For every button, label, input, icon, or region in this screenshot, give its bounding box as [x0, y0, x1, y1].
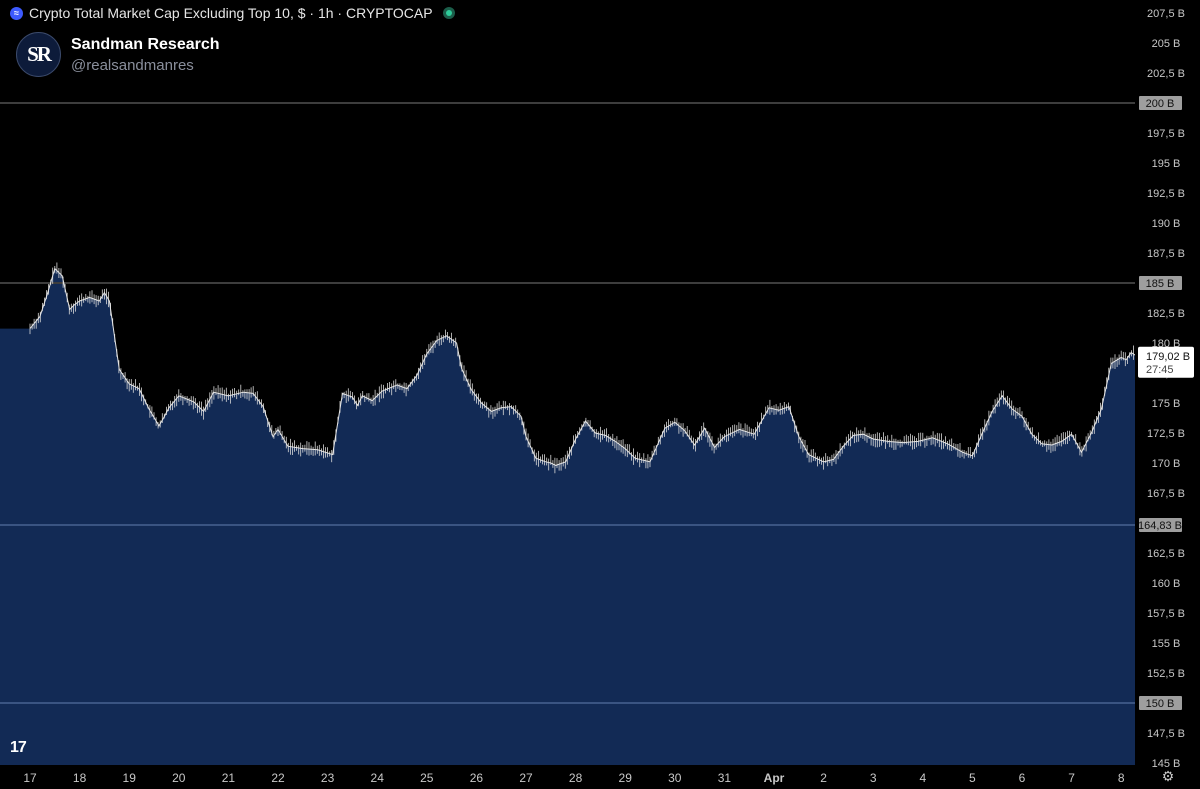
tradingview-logo[interactable]: 17: [10, 739, 27, 756]
x-axis: 17 18 19 20 21 22 23 24 25 26 27 28 29 30 31 Apr 2 3 4 5 6 7 8: [23, 771, 1125, 785]
current-price-countdown: 27:45: [1146, 364, 1174, 376]
y-tick-label: 187,5 B: [1147, 248, 1185, 260]
level-label: 185 B: [1146, 278, 1175, 290]
level-label: 164,83 B: [1138, 520, 1182, 532]
x-tick-label: 8: [1118, 771, 1125, 785]
market-open-dot-icon: [442, 7, 455, 19]
y-tick-label: 170 B: [1152, 458, 1181, 470]
x-tick-label: 27: [519, 771, 533, 785]
y-tick-label: 192,5 B: [1147, 188, 1185, 200]
y-tick-label: 202,5 B: [1147, 68, 1185, 80]
y-tick-label: 175 B: [1152, 398, 1181, 410]
level-label-box: [1139, 518, 1182, 533]
y-tick-label: 157,5 B: [1147, 608, 1185, 620]
x-tick-label: 4: [919, 771, 926, 785]
crypto-coin-icon: ≈: [10, 6, 23, 20]
x-tick-label: 28: [569, 771, 583, 785]
x-tick-label: 3: [870, 771, 877, 785]
x-tick-label: 19: [123, 771, 137, 785]
x-tick-label: 17: [23, 771, 37, 785]
market-cap-area-fill: [0, 268, 1144, 765]
y-tick-label: 172,5 B: [1147, 428, 1185, 440]
x-tick-label: 26: [470, 771, 484, 785]
x-tick-label: 23: [321, 771, 335, 785]
current-price-box: [1138, 346, 1194, 378]
gear-icon[interactable]: ⚙: [1161, 768, 1175, 784]
x-tick-label: 31: [718, 771, 732, 785]
x-tick-label: 30: [668, 771, 682, 785]
y-tick-label: 182,5 B: [1147, 308, 1185, 320]
chart-title: Crypto Total Market Cap Excluding Top 10…: [29, 5, 433, 21]
level-label-box: [1139, 696, 1182, 710]
x-tick-label: 22: [271, 771, 285, 785]
horizontal-levels: [0, 102, 1135, 704]
level-label: 200 B: [1146, 98, 1175, 110]
axis-strip-right: [1135, 0, 1200, 789]
x-tick-label: 24: [371, 771, 385, 785]
x-tick-label: 21: [222, 771, 236, 785]
y-tick-label: 167,5 B: [1147, 488, 1185, 500]
y-tick-label: 152,5 B: [1147, 668, 1185, 680]
x-tick-label: 29: [619, 771, 633, 785]
brand-watermark: SR Sandman Research @realsandmanres: [16, 32, 220, 77]
x-tick-label: 2: [820, 771, 827, 785]
brand-logo: SR: [16, 32, 61, 77]
y-tick-label: 205 B: [1152, 38, 1181, 50]
y-tick-label: 155 B: [1152, 638, 1181, 650]
y-tick-label: 162,5 B: [1147, 548, 1185, 560]
current-price-marker: 179,02 B 27:45: [1138, 346, 1194, 378]
y-tick-label: 190 B: [1152, 218, 1181, 230]
x-tick-label: 20: [172, 771, 186, 785]
current-price-label: 179,02 B: [1146, 351, 1190, 363]
y-tick-label: 195 B: [1152, 158, 1181, 170]
axis-strip-bottom: [0, 765, 1200, 789]
x-tick-label: 6: [1019, 771, 1026, 785]
y-tick-label: 145 B: [1152, 758, 1181, 770]
y-tick-label: 197,5 B: [1147, 128, 1185, 140]
x-tick-label: 7: [1068, 771, 1075, 785]
x-tick-label: 25: [420, 771, 434, 785]
level-label-box: [1139, 96, 1182, 110]
brand-handle: @realsandmanres: [71, 56, 194, 74]
chart-header: ≈ Crypto Total Market Cap Excluding Top …: [10, 5, 455, 21]
level-labels: 200 B 185 B 164,83 B 150 B: [1138, 96, 1182, 710]
market-cap-price-line: [29, 267, 1136, 466]
level-label: 150 B: [1146, 698, 1175, 710]
y-tick-label: 147,5 B: [1147, 728, 1185, 740]
y-tick-label: 160 B: [1152, 578, 1181, 590]
y-tick-label: 207,5 B: [1147, 8, 1185, 20]
level-label-box: [1139, 276, 1182, 290]
x-tick-label: 18: [73, 771, 87, 785]
x-tick-label: 5: [969, 771, 976, 785]
brand-name: Sandman Research: [71, 35, 220, 53]
x-tick-label: Apr: [764, 771, 785, 785]
